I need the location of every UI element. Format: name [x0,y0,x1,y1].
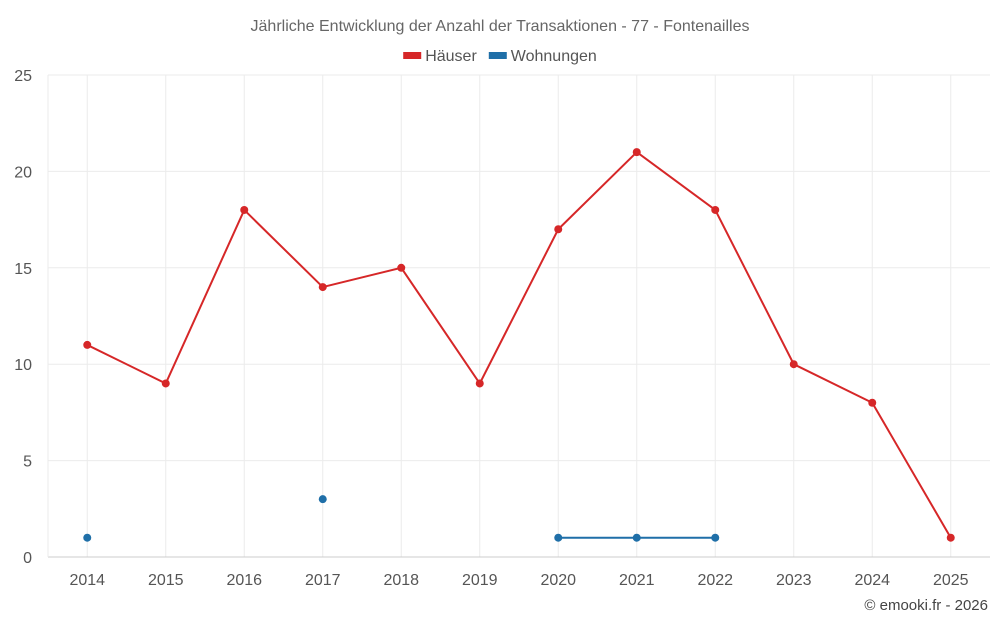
data-point[interactable] [946,533,955,542]
x-tick-label: 2023 [776,572,812,589]
y-tick-label: 20 [14,164,32,181]
x-tick-label: 2015 [148,572,184,589]
data-point[interactable] [475,379,484,388]
x-tick-label: 2020 [540,572,576,589]
x-tick-label: 2018 [383,572,419,589]
data-point[interactable] [711,205,720,214]
x-tick-label: 2021 [619,572,655,589]
x-tick-label: 2014 [69,572,105,589]
x-axis: 2014 2015 2016 2017 2018 2019 2020 2021 2022 2023… [69,572,968,589]
data-point[interactable] [397,263,406,272]
legend-swatch [488,52,507,59]
legend-swatch [403,52,422,59]
data-point[interactable] [318,283,327,292]
grid [47,74,990,558]
data-point[interactable] [554,225,563,234]
x-tick-label: 2017 [305,572,341,589]
series-1 [83,495,720,542]
data-point[interactable] [318,495,327,504]
x-tick-label: 2022 [697,572,733,589]
data-point[interactable] [83,340,92,349]
data-point[interactable] [632,533,641,542]
legend-label: Wohnungen [511,48,597,65]
y-tick-label: 10 [14,357,32,374]
data-point[interactable] [868,398,877,407]
legend: Häuser Wohnungen [403,48,597,65]
data-point[interactable] [789,360,798,369]
y-tick-label: 15 [14,261,32,278]
y-tick-label: 0 [23,550,32,567]
legend-label: Häuser [425,48,477,65]
series-line [86,150,952,539]
credit-text: © emooki.fr - 2026 [864,597,988,614]
y-tick-label: 5 [23,454,32,471]
data-point[interactable] [711,533,720,542]
x-tick-label: 2019 [462,572,498,589]
data-point[interactable] [554,533,563,542]
y-tick-label: 25 [14,68,32,85]
data-point[interactable] [83,533,92,542]
data-point[interactable] [632,148,641,157]
data-point[interactable] [240,205,249,214]
series-0 [83,148,955,542]
y-axis: 0 5 10 15 20 25 [14,68,32,567]
data-point[interactable] [161,379,170,388]
x-tick-label: 2016 [226,572,262,589]
x-tick-label: 2024 [854,572,890,589]
x-tick-label: 2025 [933,572,969,589]
chart-title: Jährliche Entwicklung der Anzahl der Tra… [251,18,750,35]
series-group [83,148,955,542]
